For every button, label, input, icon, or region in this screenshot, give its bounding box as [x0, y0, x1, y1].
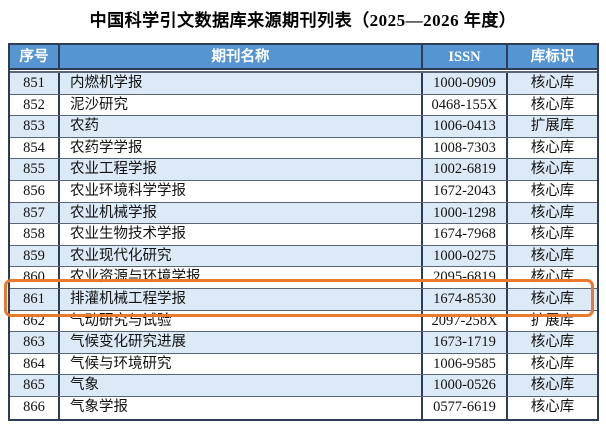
cell-issn: 1000-1298: [423, 202, 508, 224]
cell-db-tag: 核心库: [530, 377, 575, 394]
cell-journal-name: 农业工程学报: [60, 159, 423, 180]
cell-journal-name: 农业现代化研究: [60, 245, 423, 267]
cell-issn: 1000-0526: [423, 375, 508, 396]
cell-journal-name: 气动研究与试验: [60, 310, 423, 332]
cell-journal-name: 气候变化研究进展: [60, 332, 423, 353]
cell-db-tag: 核心库: [530, 96, 575, 113]
table-row: 859 农业现代化研究 1000-0275 核心库: [10, 245, 597, 268]
table-body: 851 内燃机学报 1000-0909 核心库 852 泥沙研究 0468-15…: [4, 73, 597, 419]
cell-serial-number: 865: [10, 375, 60, 396]
cell-issn: 1002-6819: [423, 159, 508, 180]
cell-db-tag: 核心库: [530, 247, 575, 264]
cell-serial-number: 864: [10, 353, 60, 375]
cell-db-tag: 核心库: [530, 161, 575, 178]
cell-db-tag: 核心库: [530, 75, 575, 91]
header-issn: ISSN: [423, 45, 508, 68]
table-row: 852 泥沙研究 0468-155X 核心库: [10, 94, 597, 117]
cell-db-tag: 核心库: [530, 398, 575, 415]
cell-journal-name: 泥沙研究: [60, 94, 423, 116]
table-row: 864 气候与环境研究 1006-9585 核心库: [10, 353, 597, 376]
cell-db-tag: 核心库: [530, 226, 575, 243]
cell-journal-name: 农业生物技术学报: [60, 224, 423, 245]
table-header-row: 序号 期刊名称 ISSN 库标识: [10, 45, 597, 70]
header-journal-name: 期刊名称: [60, 45, 423, 68]
cell-db-tag: 扩展库: [530, 312, 575, 329]
table-row: 857 农业机械学报 1000-1298 核心库: [10, 202, 597, 225]
table-row: 854 农药学学报 1008-7303 核心库: [10, 137, 597, 160]
cell-journal-name: 农业机械学报: [60, 202, 423, 224]
cell-db-tag: 核心库: [530, 290, 575, 307]
table-row: 865 气象 1000-0526 核心库: [10, 375, 597, 397]
table-row: 858 农业生物技术学报 1674-7968 核心库: [10, 224, 597, 246]
cell-serial-number: 862: [10, 310, 60, 332]
table-row: 863 气候变化研究进展 1673-1719 核心库: [10, 332, 597, 354]
cell-serial-number: 853: [10, 116, 60, 137]
cell-serial-number: 856: [10, 180, 60, 202]
cell-issn: 0468-155X: [423, 94, 508, 116]
cell-serial-number: 858: [10, 224, 60, 245]
cell-issn: 2095-6819: [423, 267, 508, 288]
cell-serial-number: 854: [10, 137, 60, 159]
cell-journal-name: 农药: [60, 116, 423, 137]
cell-db-tag: 核心库: [530, 182, 575, 199]
cell-serial-number: 861: [10, 288, 60, 310]
cell-serial-number: 852: [10, 94, 60, 116]
cell-db-tag: 核心库: [530, 204, 575, 221]
table-row: 856 农业环境科学学报 1672-2043 核心库: [10, 180, 597, 203]
cell-db-tag: 核心库: [530, 355, 575, 372]
header-double-line-gap: [10, 70, 597, 73]
table-row: 862 气动研究与试验 2097-258X 扩展库: [10, 310, 597, 333]
cell-issn: 1672-2043: [423, 180, 508, 202]
cell-journal-name: 农业资源与环境学报: [60, 267, 423, 288]
cell-journal-name: 农业环境科学学报: [60, 180, 423, 202]
cell-issn: 1000-0909: [423, 73, 508, 94]
cell-db-tag: 扩展库: [530, 118, 575, 135]
cell-serial-number: 863: [10, 332, 60, 353]
cell-issn: 2097-258X: [423, 310, 508, 332]
header-db-tag: 库标识: [530, 49, 575, 65]
cell-issn: 1674-7968: [423, 224, 508, 245]
cell-serial-number: 866: [10, 396, 60, 419]
cell-serial-number: 857: [10, 202, 60, 224]
cell-issn: 1000-0275: [423, 245, 508, 267]
table-row: 851 内燃机学报 1000-0909 核心库: [10, 73, 597, 95]
cell-serial-number: 851: [10, 73, 60, 94]
cell-issn: 0577-6619: [423, 396, 508, 419]
table-row: 855 农业工程学报 1002-6819 核心库: [10, 159, 597, 181]
cell-journal-name: 内燃机学报: [60, 73, 423, 94]
cell-serial-number: 860: [10, 267, 60, 288]
cell-issn: 1673-1719: [423, 332, 508, 353]
cell-serial-number: 859: [10, 245, 60, 267]
table-row: 861 排灌机械工程学报 1674-8530 核心库: [4, 278, 597, 317]
cell-db-tag: 核心库: [530, 269, 575, 286]
journal-table: 序号 期刊名称 ISSN 库标识 851 内燃机学报 1000-0909 核心库…: [4, 43, 599, 421]
page-title: 中国科学引文数据库来源期刊列表（2025—2026 年度）: [89, 11, 517, 30]
cell-journal-name: 气候与环境研究: [60, 353, 423, 375]
cell-issn: 1006-0413: [423, 116, 508, 137]
cell-db-tag: 核心库: [530, 139, 575, 156]
cell-issn: 1008-7303: [423, 137, 508, 159]
cell-journal-name: 气象: [60, 375, 423, 396]
table-row: 866 气象学报 0577-6619 核心库: [10, 396, 597, 419]
cell-serial-number: 855: [10, 159, 60, 180]
table-row: 860 农业资源与环境学报 2095-6819 核心库: [10, 267, 597, 289]
header-serial-number: 序号: [10, 45, 60, 68]
cell-issn: 1006-9585: [423, 353, 508, 375]
cell-journal-name: 气象学报: [60, 396, 423, 419]
cell-journal-name: 农药学学报: [60, 137, 423, 159]
cell-db-tag: 核心库: [530, 334, 575, 351]
cell-issn: 1674-8530: [423, 288, 508, 310]
cell-journal-name: 排灌机械工程学报: [60, 288, 423, 310]
table-row: 853 农药 1006-0413 扩展库: [10, 116, 597, 138]
